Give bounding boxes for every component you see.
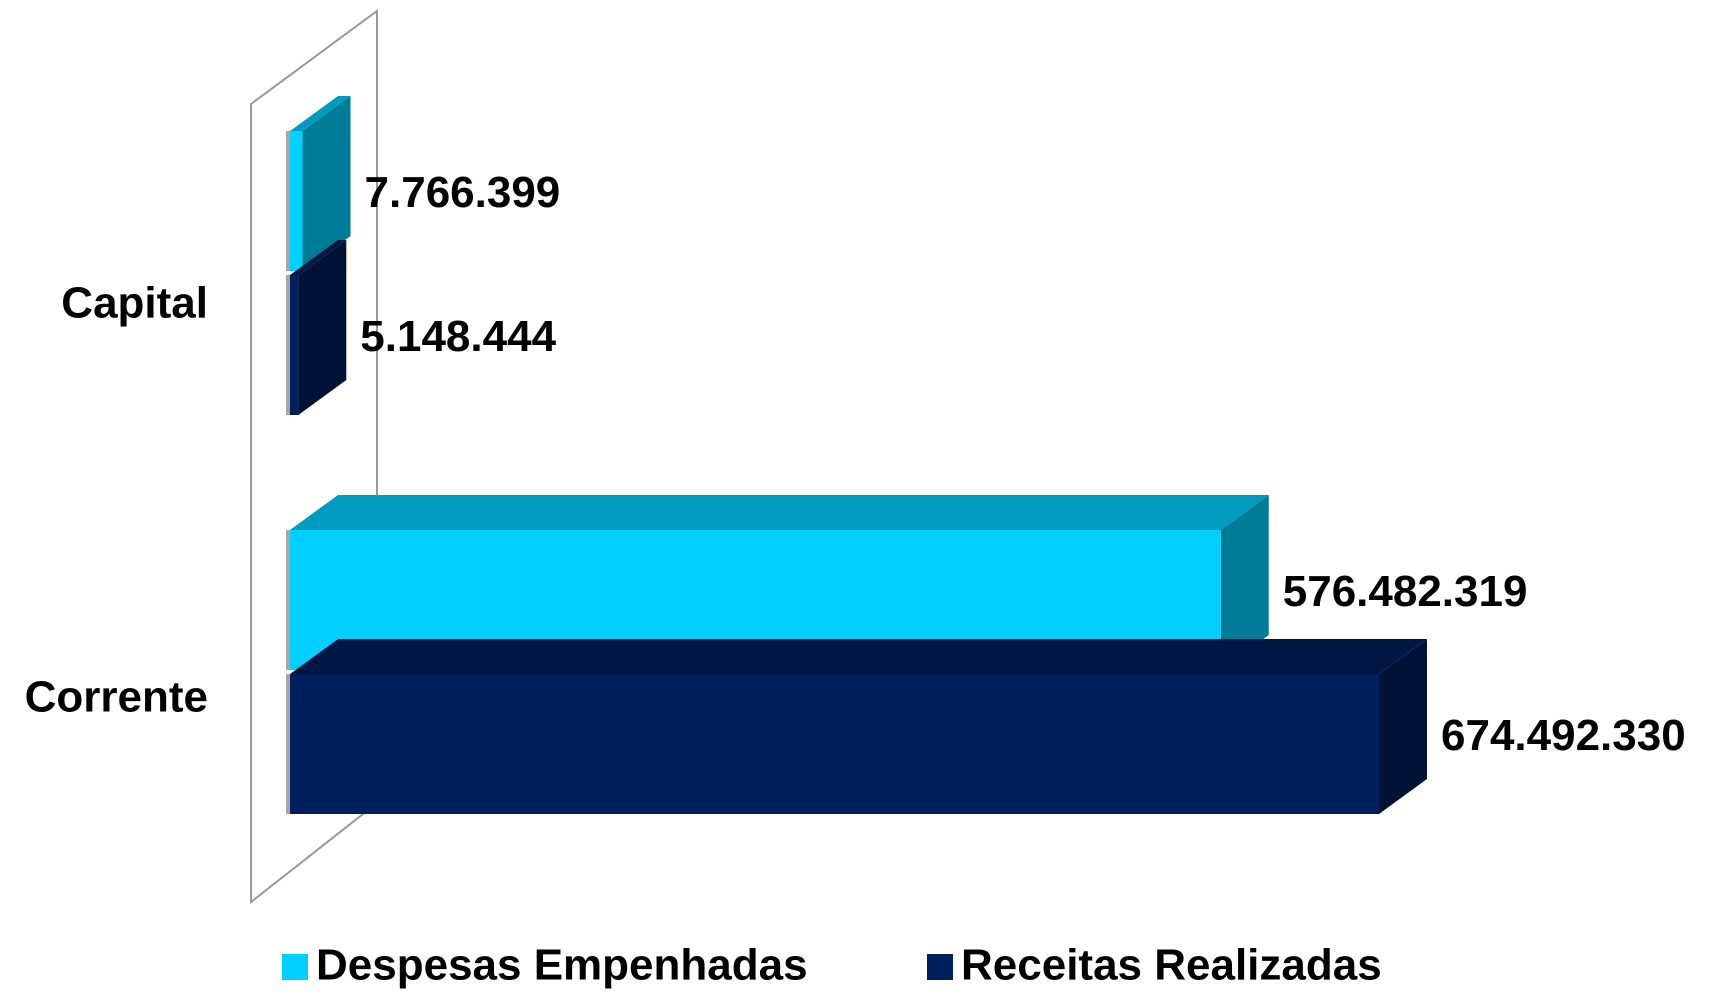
legend-label: Despesas Empenhadas bbox=[316, 941, 808, 990]
bar-side bbox=[1379, 639, 1427, 814]
bar-top bbox=[290, 495, 1269, 530]
bar-top bbox=[290, 96, 351, 131]
bar-side bbox=[302, 96, 351, 271]
bar bbox=[286, 96, 351, 271]
category-label: Capital bbox=[61, 279, 208, 328]
bar-top bbox=[290, 240, 347, 275]
bar-front bbox=[290, 530, 1221, 670]
value-label: 5.148.444 bbox=[360, 312, 556, 361]
bar-front bbox=[290, 131, 303, 271]
legend-label: Receitas Realizadas bbox=[961, 941, 1382, 990]
bar bbox=[286, 639, 1427, 814]
bar bbox=[286, 240, 347, 415]
bar-top bbox=[290, 639, 1427, 674]
category-label: Corrente bbox=[25, 673, 208, 722]
bar-front bbox=[290, 275, 299, 415]
bar-front bbox=[290, 674, 1379, 814]
bar bbox=[286, 495, 1269, 670]
legend-swatch bbox=[927, 954, 953, 980]
value-label: 674.492.330 bbox=[1441, 711, 1686, 760]
value-label: 7.766.399 bbox=[365, 168, 561, 217]
bar-side bbox=[298, 240, 347, 415]
bar-side bbox=[1220, 495, 1269, 670]
legend-swatch bbox=[282, 954, 308, 980]
value-label: 576.482.319 bbox=[1283, 567, 1528, 616]
